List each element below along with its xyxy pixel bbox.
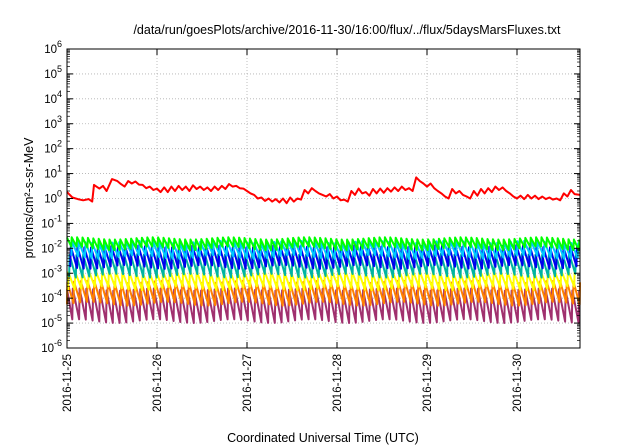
series-line-2 — [70, 239, 580, 260]
y-tick-label: 10-6 — [41, 338, 62, 355]
series-lines — [66, 176, 581, 324]
x-tick-label: 2016-11-25 — [62, 354, 74, 412]
series-line-0 — [66, 176, 581, 205]
y-tick-label: 10-1 — [41, 213, 62, 230]
y-tick-label: 100 — [44, 189, 62, 206]
y-tick-label: 102 — [44, 139, 62, 156]
y-tick-label: 105 — [44, 64, 62, 81]
series-line-1 — [66, 236, 581, 252]
y-tick-label: 101 — [44, 164, 62, 181]
x-tick-label: 2016-11-26 — [152, 354, 164, 412]
y-tick-label: 10-4 — [41, 288, 62, 305]
series-line-6 — [66, 279, 581, 307]
y-tick-label: 10-2 — [41, 238, 62, 255]
y-tick-label: 104 — [44, 89, 62, 106]
x-tick-label: 2016-11-27 — [242, 354, 254, 412]
x-tick-label: 2016-11-29 — [422, 354, 434, 412]
y-tick-label: 103 — [44, 114, 62, 131]
x-tick-label: 2016-11-28 — [332, 354, 344, 412]
y-tick-label: 106 — [44, 39, 62, 56]
y-axis-label: protons/cm²-s-sr-MeV — [22, 137, 36, 259]
y-tick-label: 10-3 — [41, 263, 62, 280]
x-tick-label: 2016-11-30 — [512, 354, 524, 412]
x-axis-label: Coordinated Universal Time (UTC) — [227, 431, 419, 445]
axis-ticks: 10-6 10-5 10-4 10-3 10-2 10-1 100 101 102 103 104 1… — [41, 39, 580, 412]
chart-title: /data/run/goesPlots/archive/2016-11-30/1… — [133, 23, 561, 37]
y-tick-label: 10-5 — [41, 313, 62, 330]
